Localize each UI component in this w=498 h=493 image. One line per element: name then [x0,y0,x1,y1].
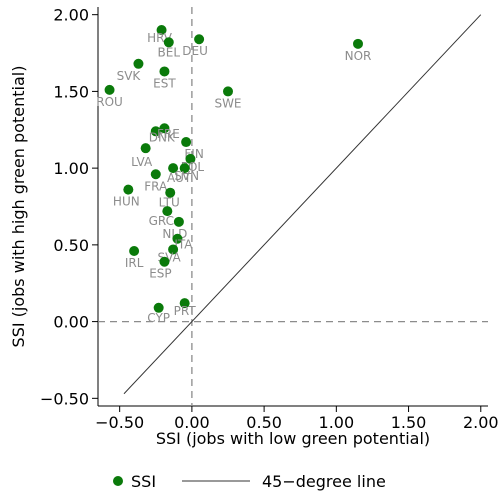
point-label: EST [153,76,176,90]
point-marker [179,163,190,174]
point-aut: AUT [167,163,192,185]
point-label: GRC [149,214,174,228]
point-cyp: CYP [147,302,170,325]
x-tick-label: 2.00 [463,413,498,432]
point-marker [163,37,174,48]
point-marker [194,34,205,45]
point-marker [133,58,144,69]
point-marker [168,244,179,255]
point-marker [150,169,161,180]
point-label: ROU [96,95,123,109]
point-marker [153,302,164,313]
point-label: FRE [157,127,180,141]
point-label: LTU [159,196,180,210]
point-label: HUN [113,195,140,209]
point-svn: SVN [174,163,199,183]
reference-lines [98,7,488,406]
point-marker [159,256,170,267]
y-axis-title: SSI (jobs with high green potential) [9,66,28,348]
point-marker [159,66,170,77]
point-marker [162,206,173,217]
y-axis: −0.50 0.00 0.50 1.00 1.50 2.00 [40,6,98,408]
point-rou: ROU [96,84,123,109]
point-label: FRA [144,179,168,193]
point-label: LVA [131,155,153,169]
x-tick-label: 1.50 [391,413,427,432]
point-fre: FRE [157,123,180,141]
point-marker [173,216,184,227]
point-label: ITA [174,238,193,252]
point-marker [156,25,167,36]
point-label: SVN [174,169,199,183]
point-marker [140,143,151,154]
point-label: PRT [174,304,197,318]
point-label: BEL [158,45,181,59]
point-swe: SWE [214,86,242,110]
point-grc: GRC [149,206,174,228]
point-deu: DEU [182,34,208,58]
y-tick-label: 0.00 [53,313,89,332]
x-tick-label: 0.00 [174,413,210,432]
point-marker [159,123,170,134]
y-tick-label: 1.00 [53,159,89,178]
point-label: IRL [125,256,144,270]
y-tick-label: 1.50 [53,82,89,101]
point-est: EST [153,66,176,90]
x-tick-label: 0.50 [246,413,282,432]
point-marker [179,298,190,309]
point-irl: IRL [125,246,144,270]
point-ita: ITA [172,233,193,252]
diagonal-line-layer [123,14,482,395]
point-ltu: LTU [159,187,180,210]
point-marker [185,153,196,164]
point-fra: FRA [144,169,168,193]
point-marker [129,246,140,257]
point-label: SVK [117,69,142,83]
y-tick-label: 0.50 [53,236,89,255]
point-label: CYP [147,311,170,325]
point-marker [168,163,179,174]
legend-label-ssi: SSI [131,472,156,491]
point-label: AUT [167,171,192,185]
point-svk: SVK [117,58,144,83]
y-tick-label: −0.50 [40,389,89,408]
x-axis: −0.50 0.00 0.50 1.00 1.50 2.00 [95,406,498,432]
y-tick-label: 2.00 [53,6,89,25]
point-label: NOR [345,49,372,63]
point-label: SWE [214,96,241,110]
point-label: DEU [182,44,208,58]
forty-five-degree-line [123,14,482,395]
point-hun: HUN [113,184,140,209]
point-marker [123,184,134,195]
point-marker [353,38,363,49]
legend-marker-ssi [113,476,123,486]
legend-label-45-degree-line: 45−degree line [262,472,386,491]
point-nor: NOR [345,38,372,63]
point-marker [223,86,233,97]
legend: SSI 45−degree line [113,472,386,491]
point-marker [181,137,192,148]
point-marker [165,187,176,198]
point-label: ESP [149,267,171,281]
plot-frame [97,7,488,407]
point-dnk: DNK [149,126,176,144]
point-label: DNK [149,130,176,144]
x-tick-label: 1.00 [319,413,355,432]
point-lva: LVA [131,143,153,169]
x-axis-title: SSI (jobs with low green potential) [156,429,430,448]
point-marker [150,126,161,137]
x-tick-label: −0.50 [95,413,144,432]
point-marker [172,233,183,244]
point-prt: PRT [174,298,197,318]
point-bel: BEL [158,37,181,59]
point-esp: ESP [149,256,172,281]
point-marker [104,84,115,95]
